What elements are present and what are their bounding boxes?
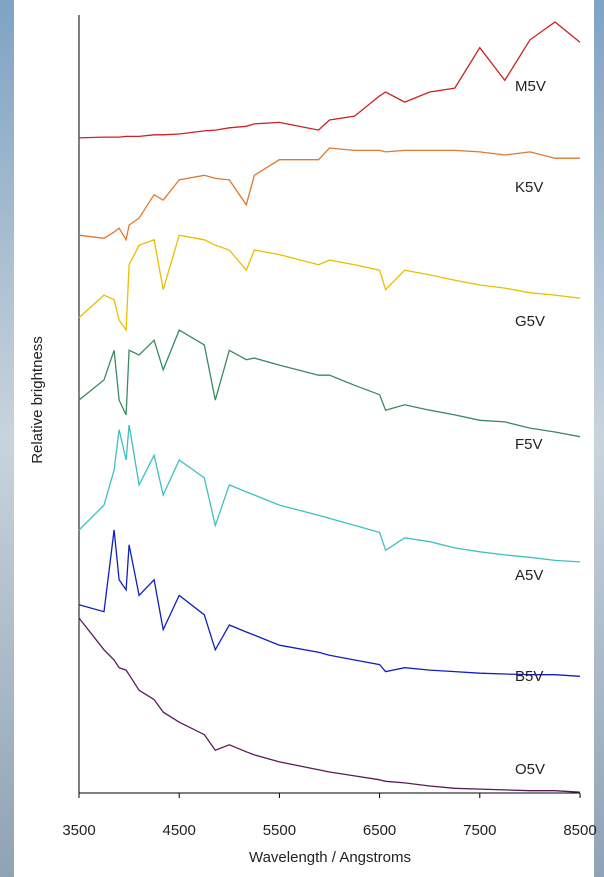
x-tick-label: 4500: [163, 822, 196, 839]
x-tick-label: 8500: [563, 822, 596, 839]
spectrum-line: [78, 329, 581, 438]
y-axis-label: Relative brightness: [29, 336, 46, 464]
plot-panel: [14, 0, 594, 877]
x-tick-label: 5500: [263, 822, 296, 839]
x-axis-label: Wavelength / Angstroms: [249, 849, 411, 866]
spectrum-line: [78, 424, 581, 563]
spectrum-line: [78, 529, 581, 677]
series-label: B5V: [515, 668, 543, 685]
x-tick-label: 6500: [363, 822, 396, 839]
spectrum-line: [78, 21, 581, 139]
series-label: G5V: [515, 313, 545, 330]
series-label: O5V: [515, 761, 545, 778]
series-label: M5V: [515, 78, 546, 95]
series-label: K5V: [515, 179, 543, 196]
spectrum-line: [78, 234, 581, 333]
spectrum-line: [78, 617, 581, 793]
spectrum-line: [78, 147, 580, 242]
x-tick-label: 7500: [463, 822, 496, 839]
series-label: A5V: [515, 567, 543, 584]
x-tick-label: 3500: [62, 822, 95, 839]
series-label: F5V: [515, 436, 543, 453]
